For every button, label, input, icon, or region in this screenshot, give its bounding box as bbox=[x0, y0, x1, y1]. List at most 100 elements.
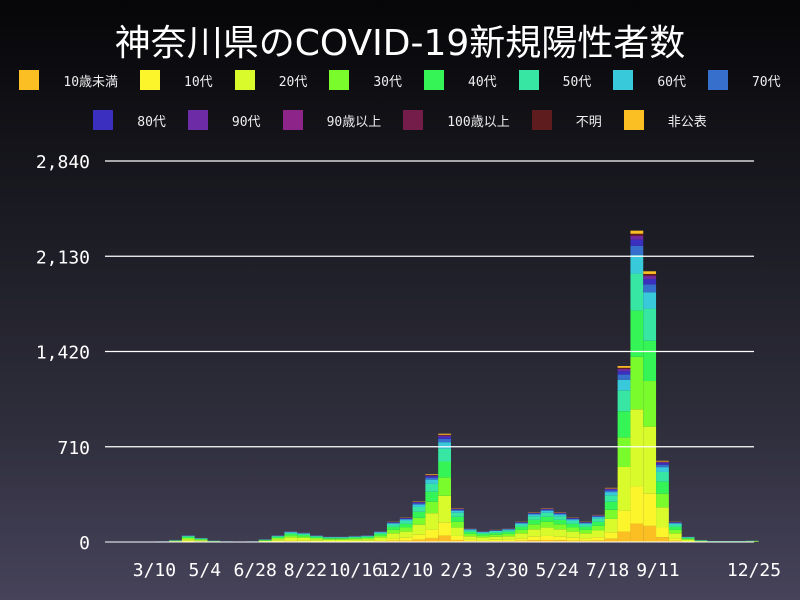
bar-segment bbox=[591, 518, 605, 522]
bar-stack bbox=[604, 487, 618, 542]
bar-segment bbox=[451, 527, 464, 536]
bar-segment bbox=[438, 448, 452, 462]
bar-segment bbox=[617, 366, 631, 368]
bar-segment bbox=[169, 541, 182, 542]
bar-segment bbox=[630, 356, 644, 410]
bar-segment bbox=[489, 536, 503, 540]
bar-segment bbox=[425, 479, 439, 484]
bar-segment bbox=[630, 235, 644, 237]
bar-segment bbox=[310, 537, 323, 540]
bar-segment bbox=[348, 539, 362, 541]
bar-segment bbox=[579, 522, 592, 524]
bar-segment bbox=[181, 539, 195, 541]
bar-segment bbox=[630, 233, 644, 236]
bar-segment bbox=[361, 540, 375, 542]
bar-segment bbox=[579, 533, 592, 539]
bar-stack bbox=[322, 536, 336, 542]
bar-segment bbox=[604, 501, 618, 510]
bar-segment bbox=[604, 488, 618, 490]
x-tick-label: 12/25 bbox=[727, 560, 781, 581]
bar-segment bbox=[310, 540, 323, 542]
bar-segment bbox=[553, 536, 567, 541]
bar-stack bbox=[527, 512, 541, 542]
bar-segment bbox=[438, 435, 452, 437]
bar-segment bbox=[630, 273, 644, 311]
bar-segment bbox=[489, 534, 503, 537]
bar-segment bbox=[463, 536, 477, 540]
bar-stack bbox=[399, 517, 413, 542]
bar-stack bbox=[566, 517, 580, 542]
bar-segment bbox=[502, 531, 516, 534]
bar-segment bbox=[181, 540, 195, 542]
bar-segment bbox=[643, 273, 657, 276]
bar-segment bbox=[322, 539, 336, 542]
bar-segment bbox=[604, 495, 618, 502]
bar-segment bbox=[694, 541, 708, 542]
bar-segment bbox=[425, 513, 439, 530]
bar-segment bbox=[643, 493, 657, 526]
bar-segment bbox=[438, 477, 452, 496]
bar-segment bbox=[438, 433, 452, 435]
bar-segment bbox=[566, 519, 580, 521]
bar-segment bbox=[271, 539, 285, 541]
bar-segment bbox=[438, 438, 452, 443]
bar-segment bbox=[412, 534, 426, 540]
bar-segment bbox=[566, 527, 580, 532]
legend-item: 90歳以上 bbox=[282, 110, 381, 130]
bar-segment bbox=[566, 523, 580, 528]
bar-segment bbox=[604, 532, 618, 539]
legend-swatch bbox=[234, 70, 255, 90]
bar-segment bbox=[335, 539, 349, 542]
bar-segment bbox=[451, 512, 464, 517]
bar-segment bbox=[348, 536, 362, 538]
legend-swatch bbox=[613, 70, 634, 90]
bar-segment bbox=[566, 520, 580, 524]
bar-segment bbox=[489, 530, 503, 532]
bar-segment bbox=[425, 475, 439, 477]
bar-stack bbox=[681, 536, 695, 542]
bar-segment bbox=[515, 526, 528, 530]
bar-segment bbox=[425, 529, 439, 538]
bar-segment bbox=[617, 374, 631, 380]
bar-segment bbox=[668, 522, 682, 524]
bar-segment bbox=[668, 523, 682, 525]
bar-segment bbox=[630, 245, 644, 256]
bar-segment bbox=[451, 539, 464, 542]
bar-segment bbox=[502, 536, 516, 540]
bar-stack bbox=[451, 508, 464, 542]
bar-segment bbox=[515, 533, 528, 539]
bar-segment bbox=[656, 493, 669, 508]
bar-segment bbox=[399, 537, 413, 541]
bar-segment bbox=[591, 537, 605, 541]
x-tick-label: 5/4 bbox=[189, 560, 222, 581]
legend-label: 20代 bbox=[278, 74, 308, 90]
bar-segment bbox=[181, 537, 195, 540]
bar-stack bbox=[617, 366, 631, 542]
bar-segment bbox=[515, 524, 528, 527]
legend-item: 90代 bbox=[187, 110, 261, 130]
bar-segment bbox=[617, 368, 631, 370]
x-tick-label: 8/22 bbox=[284, 560, 327, 581]
bar-segment bbox=[438, 522, 452, 536]
bar-segment bbox=[271, 536, 285, 537]
bar-segment bbox=[617, 390, 631, 412]
bar-segment bbox=[386, 538, 400, 541]
bar-segment bbox=[643, 525, 657, 542]
bar-stack bbox=[579, 521, 592, 542]
bar-segment bbox=[515, 523, 528, 525]
bar-segment bbox=[476, 532, 490, 534]
bar-segment bbox=[348, 540, 362, 542]
bar-segment bbox=[617, 411, 631, 438]
bar-segment bbox=[399, 518, 413, 520]
legend-swatch bbox=[531, 110, 552, 130]
bar-segment bbox=[591, 530, 605, 538]
bar-segment bbox=[617, 467, 631, 511]
bar-segment bbox=[643, 279, 657, 285]
bar-segment bbox=[681, 537, 695, 539]
bar-segment bbox=[643, 284, 657, 293]
bar-segment bbox=[527, 540, 541, 542]
bar-segment bbox=[527, 516, 541, 520]
bar-segment bbox=[591, 516, 605, 518]
legend-item: 80代 bbox=[93, 110, 166, 130]
